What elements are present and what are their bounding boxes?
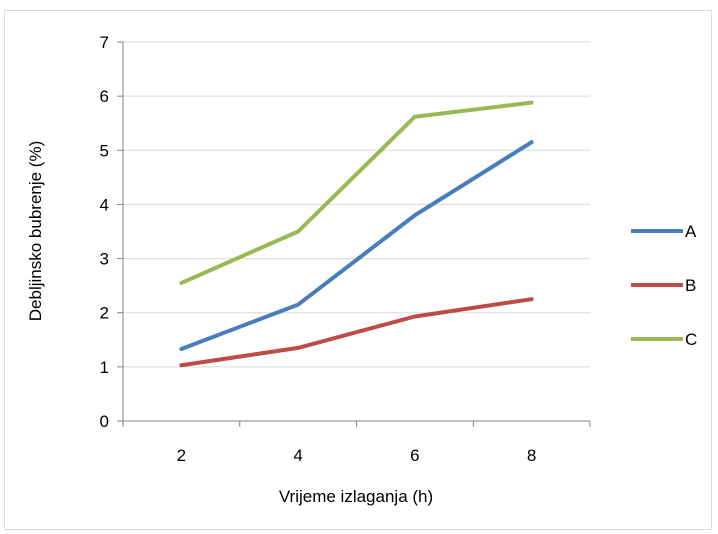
x-tick-label: 8: [527, 446, 536, 465]
y-tick-label: 4: [100, 195, 109, 214]
y-axis-title: Debljinsko bubrenje (%): [26, 141, 45, 321]
y-tick-label: 0: [100, 412, 109, 431]
x-tick-label: 6: [410, 446, 419, 465]
legend-label-a: A: [685, 222, 697, 241]
legend: A B C: [631, 222, 697, 349]
legend-label-c: C: [685, 330, 697, 349]
x-axis-title: Vrijeme izlaganja (h): [279, 487, 433, 506]
x-tick-label: 4: [293, 446, 302, 465]
chart-frame: [4, 10, 712, 530]
axes: 0 1 2 3 4 5 6 7 2 4 6 8: [100, 33, 591, 465]
series-lines: [179, 100, 534, 368]
y-tick-label: 5: [100, 141, 109, 160]
y-tick-label: 6: [100, 87, 109, 106]
series-line-a: [179, 140, 534, 351]
legend-label-b: B: [685, 276, 696, 295]
gridlines: [123, 41, 590, 368]
y-tick-label: 3: [100, 250, 109, 269]
series-line-c: [179, 100, 534, 285]
x-tick-label: 2: [177, 446, 186, 465]
y-tick-label: 2: [100, 304, 109, 323]
series-line-b: [179, 297, 534, 368]
y-tick-label: 1: [100, 358, 109, 377]
y-tick-label: 7: [100, 33, 109, 52]
